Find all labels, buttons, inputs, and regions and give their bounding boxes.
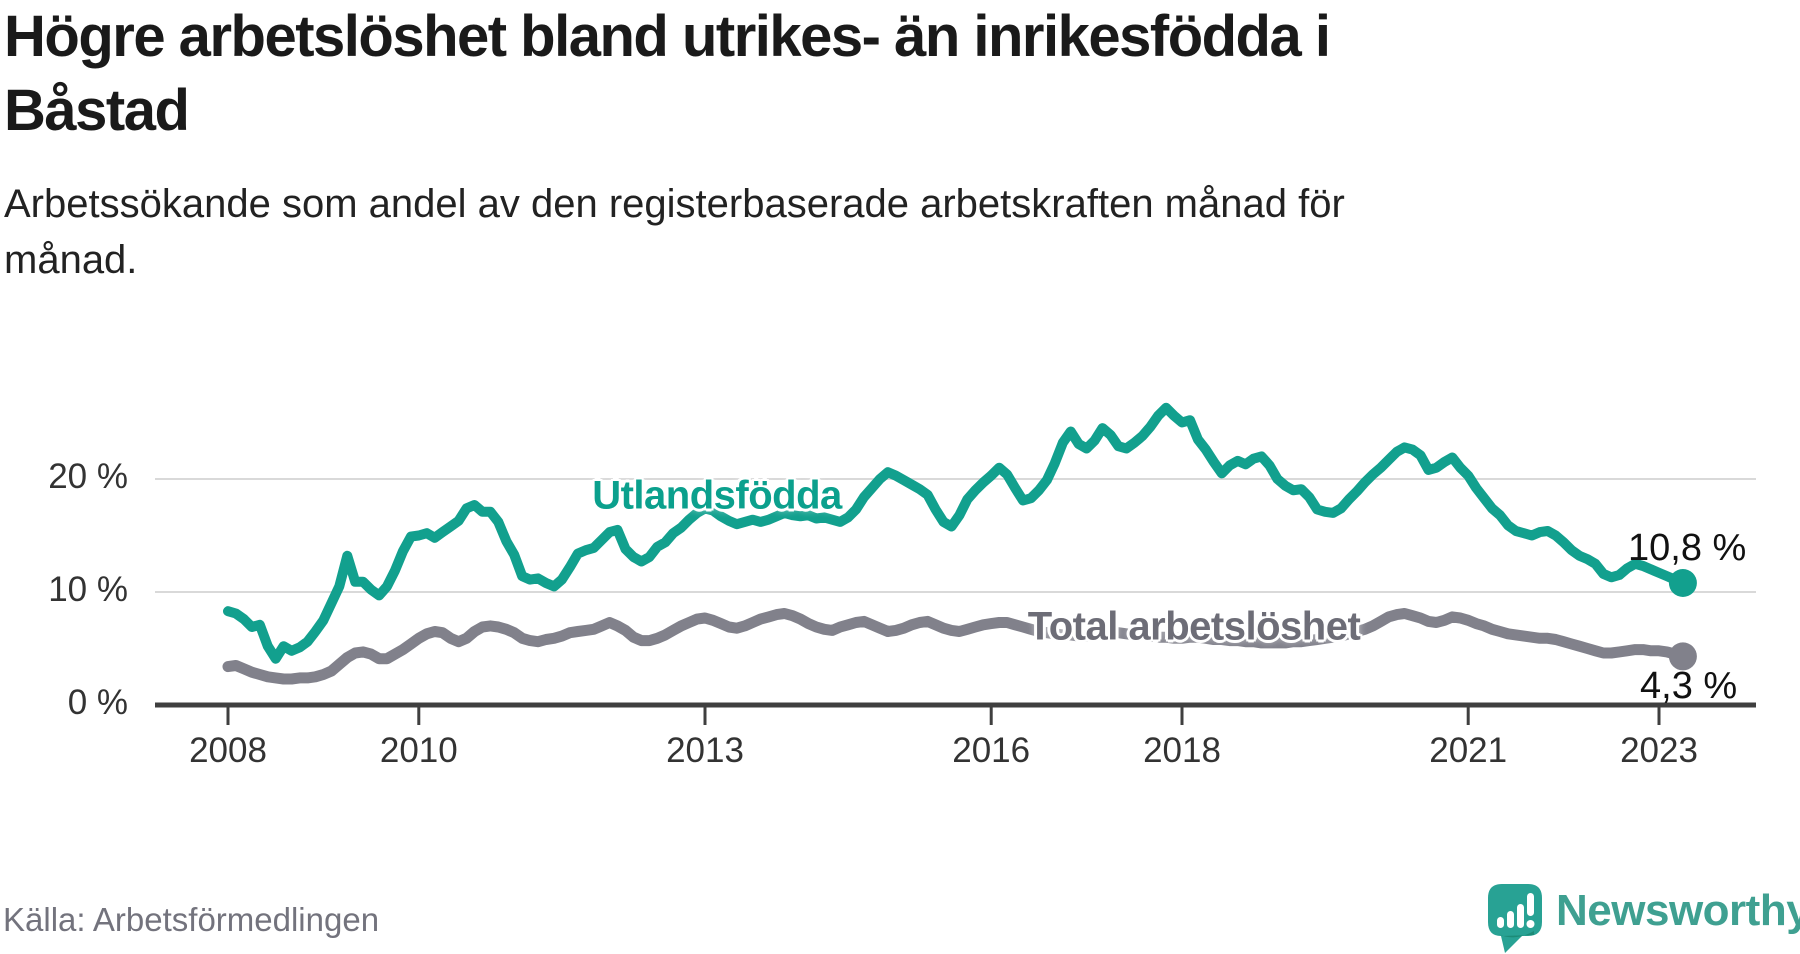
series-label-utlandsfodda: Utlandsfödda bbox=[592, 473, 842, 518]
bubble-fold-shade bbox=[1498, 931, 1534, 938]
x-axis-label-2018: 2018 bbox=[1143, 731, 1221, 770]
end-value-label-total: 4,3 % bbox=[1640, 665, 1738, 707]
x-axis-label-2010: 2010 bbox=[379, 731, 458, 770]
series-line-total bbox=[222, 608, 1689, 685]
x-axis-label-2008: 2008 bbox=[189, 731, 267, 770]
series-line-utlandsfodda bbox=[223, 402, 1688, 664]
chart-title: Högre arbetslöshet bland utrikes- än inr… bbox=[4, 0, 1764, 148]
newsworthy-wordmark: Newsworthy bbox=[1556, 886, 1800, 935]
logo-bar-1 bbox=[1497, 917, 1504, 928]
chart-title-line1: Högre arbetslöshet bland utrikes- än inr… bbox=[4, 4, 1331, 69]
x-axis-label-2023: 2023 bbox=[1620, 731, 1698, 770]
newsworthy-logo-icon bbox=[1488, 884, 1542, 953]
logo-bar-2 bbox=[1507, 911, 1514, 928]
y-axis-label-0: 0 % bbox=[67, 683, 128, 722]
series-label-total-arbetsloshet: Total arbetslöshet bbox=[1027, 604, 1361, 649]
chart-subtitle-line1: Arbetssökande som andel av den registerb… bbox=[4, 182, 1345, 226]
logo-exclamation-bar bbox=[1527, 893, 1534, 916]
x-axis-label-2021: 2021 bbox=[1429, 731, 1508, 770]
logo-exclamation-dot bbox=[1526, 920, 1535, 928]
series-end-dot-total bbox=[1668, 642, 1697, 671]
series-end-dot-utlandsfodda bbox=[1668, 569, 1697, 597]
y-axis-label-20: 20 % bbox=[48, 457, 128, 496]
source-note: Källa: Arbetsförmedlingen bbox=[3, 901, 380, 938]
x-axis-label-2016: 2016 bbox=[952, 731, 1031, 770]
y-axis-label-10: 10 % bbox=[48, 570, 128, 609]
end-value-label-utlandsfodda: 10,8 % bbox=[1628, 527, 1747, 569]
chart-title-line2: Båstad bbox=[4, 78, 190, 143]
chart-subtitle-line2: månad. bbox=[4, 238, 138, 282]
chart-subtitle: Arbetssökande som andel av den registerb… bbox=[4, 176, 1764, 288]
logo-bar-3 bbox=[1517, 904, 1524, 928]
x-axis-label-2013: 2013 bbox=[666, 731, 744, 770]
speech-bubble-shape bbox=[1488, 884, 1542, 953]
